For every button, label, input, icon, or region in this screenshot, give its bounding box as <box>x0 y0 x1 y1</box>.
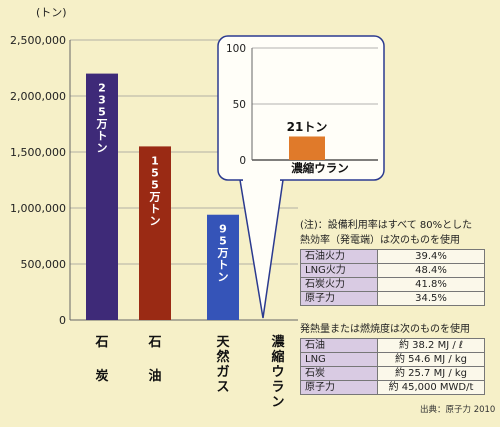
bar-value-label: 1 5 5 万トン <box>149 154 161 227</box>
inset-panel: 0 50 100 21トン 濃縮ウラン <box>217 35 385 319</box>
inset-y-tick-label: 50 <box>233 99 246 111</box>
inset-y-tick-label: 0 <box>239 155 246 167</box>
bar-value-labels: 2 3 5 万トン 1 5 5 万トン 9 5 万トン <box>96 82 229 284</box>
y-axis-unit-label: (トン) <box>36 6 67 19</box>
bar-value-label: 2 3 5 万トン <box>96 82 108 155</box>
inset-y-tick-label: 100 <box>226 43 246 55</box>
bar-2 <box>207 214 239 320</box>
inset-frame <box>217 35 385 181</box>
source-note: 出典：原子力 2010 <box>420 405 496 415</box>
efficiency-key: 原子力 <box>300 291 378 306</box>
heat-key: LNG <box>300 352 378 367</box>
y-tick-label: 0 <box>59 314 66 327</box>
y-axis-tick-labels: 0 500,000 1,000,000 1,500,000 2,000,000 2,500… <box>10 34 66 327</box>
efficiency-table: 石油火力 39.4% LNG火力 48.4% 石炭火力 41.8% 原子力 34.5% <box>300 249 485 306</box>
y-tick-label: 1,000,000 <box>10 202 66 215</box>
y-tick-label: 500,000 <box>21 258 67 271</box>
inset-callout-pointer <box>239 179 284 319</box>
heat-value: 約 38.2 MJ / ℓ <box>377 338 485 353</box>
inset-y-tick-labels: 0 50 100 <box>226 43 246 167</box>
table-row: 石炭約 25.7 MJ / kg <box>300 366 485 381</box>
heat-value: 約 45,000 MWD/t <box>377 380 485 395</box>
table-row: 石油約 38.2 MJ / ℓ <box>300 338 485 353</box>
notes-efficiency: (注)：設備利用率はすべて 80%とした 熱効率（発電端）は次のものを使用 石油… <box>300 218 496 306</box>
category-label: 石炭 <box>94 335 108 384</box>
heat-table: 石油約 38.2 MJ / ℓ LNG 約 54.6 MJ / kg 石炭約 25… <box>300 338 485 395</box>
efficiency-value: 48.4% <box>377 263 485 278</box>
note-line-1: (注)：設備利用率はすべて 80%とした <box>300 220 473 231</box>
table-row: 石炭火力 41.8% <box>300 277 485 292</box>
note-line-2: 熱効率（発電端）は次のものを使用 <box>300 235 460 246</box>
table-row: LNG 約 54.6 MJ / kg <box>300 352 485 367</box>
table-row: 石油火力 39.4% <box>300 249 485 264</box>
heat-key: 石炭 <box>300 366 378 381</box>
heat-key: 石油 <box>300 338 378 353</box>
inset-category-label: 濃縮ウラン <box>291 161 349 175</box>
inset-bar-value-label: 21トン <box>287 120 328 134</box>
heat-value: 約 54.6 MJ / kg <box>377 352 485 367</box>
heat-value: 約 25.7 MJ / kg <box>377 366 485 381</box>
table-row: 原子力 34.5% <box>300 291 485 306</box>
efficiency-key: 石油火力 <box>300 249 378 264</box>
efficiency-key: LNG火力 <box>300 263 378 278</box>
efficiency-value: 41.8% <box>377 277 485 292</box>
efficiency-value: 34.5% <box>377 291 485 306</box>
efficiency-value: 39.4% <box>377 249 485 264</box>
category-label: 天然ガス <box>216 335 230 395</box>
y-tick-label: 1,500,000 <box>10 146 66 159</box>
bars <box>86 73 239 320</box>
category-label: 石油 <box>147 335 161 384</box>
heat-key: 原子力 <box>300 380 378 395</box>
bar-value-label: 9 5 万トン <box>217 223 229 284</box>
bar-1 <box>139 146 171 320</box>
bar-0 <box>86 73 118 320</box>
efficiency-key: 石炭火力 <box>300 277 378 292</box>
inset-bar-uranium <box>289 136 325 160</box>
table-row: LNG火力 48.4% <box>300 263 485 278</box>
y-tick-label: 2,000,000 <box>10 90 66 103</box>
y-tick-label: 2,500,000 <box>10 34 66 47</box>
table-row: 原子力約 45,000 MWD/t <box>300 380 485 395</box>
note-line-3: 発熱量または燃焼度は次のものを使用 <box>300 324 470 335</box>
category-label: 濃縮ウラン <box>271 334 285 410</box>
notes-heat: 発熱量または燃焼度は次のものを使用 石油約 38.2 MJ / ℓ LNG 約 5… <box>300 322 496 395</box>
